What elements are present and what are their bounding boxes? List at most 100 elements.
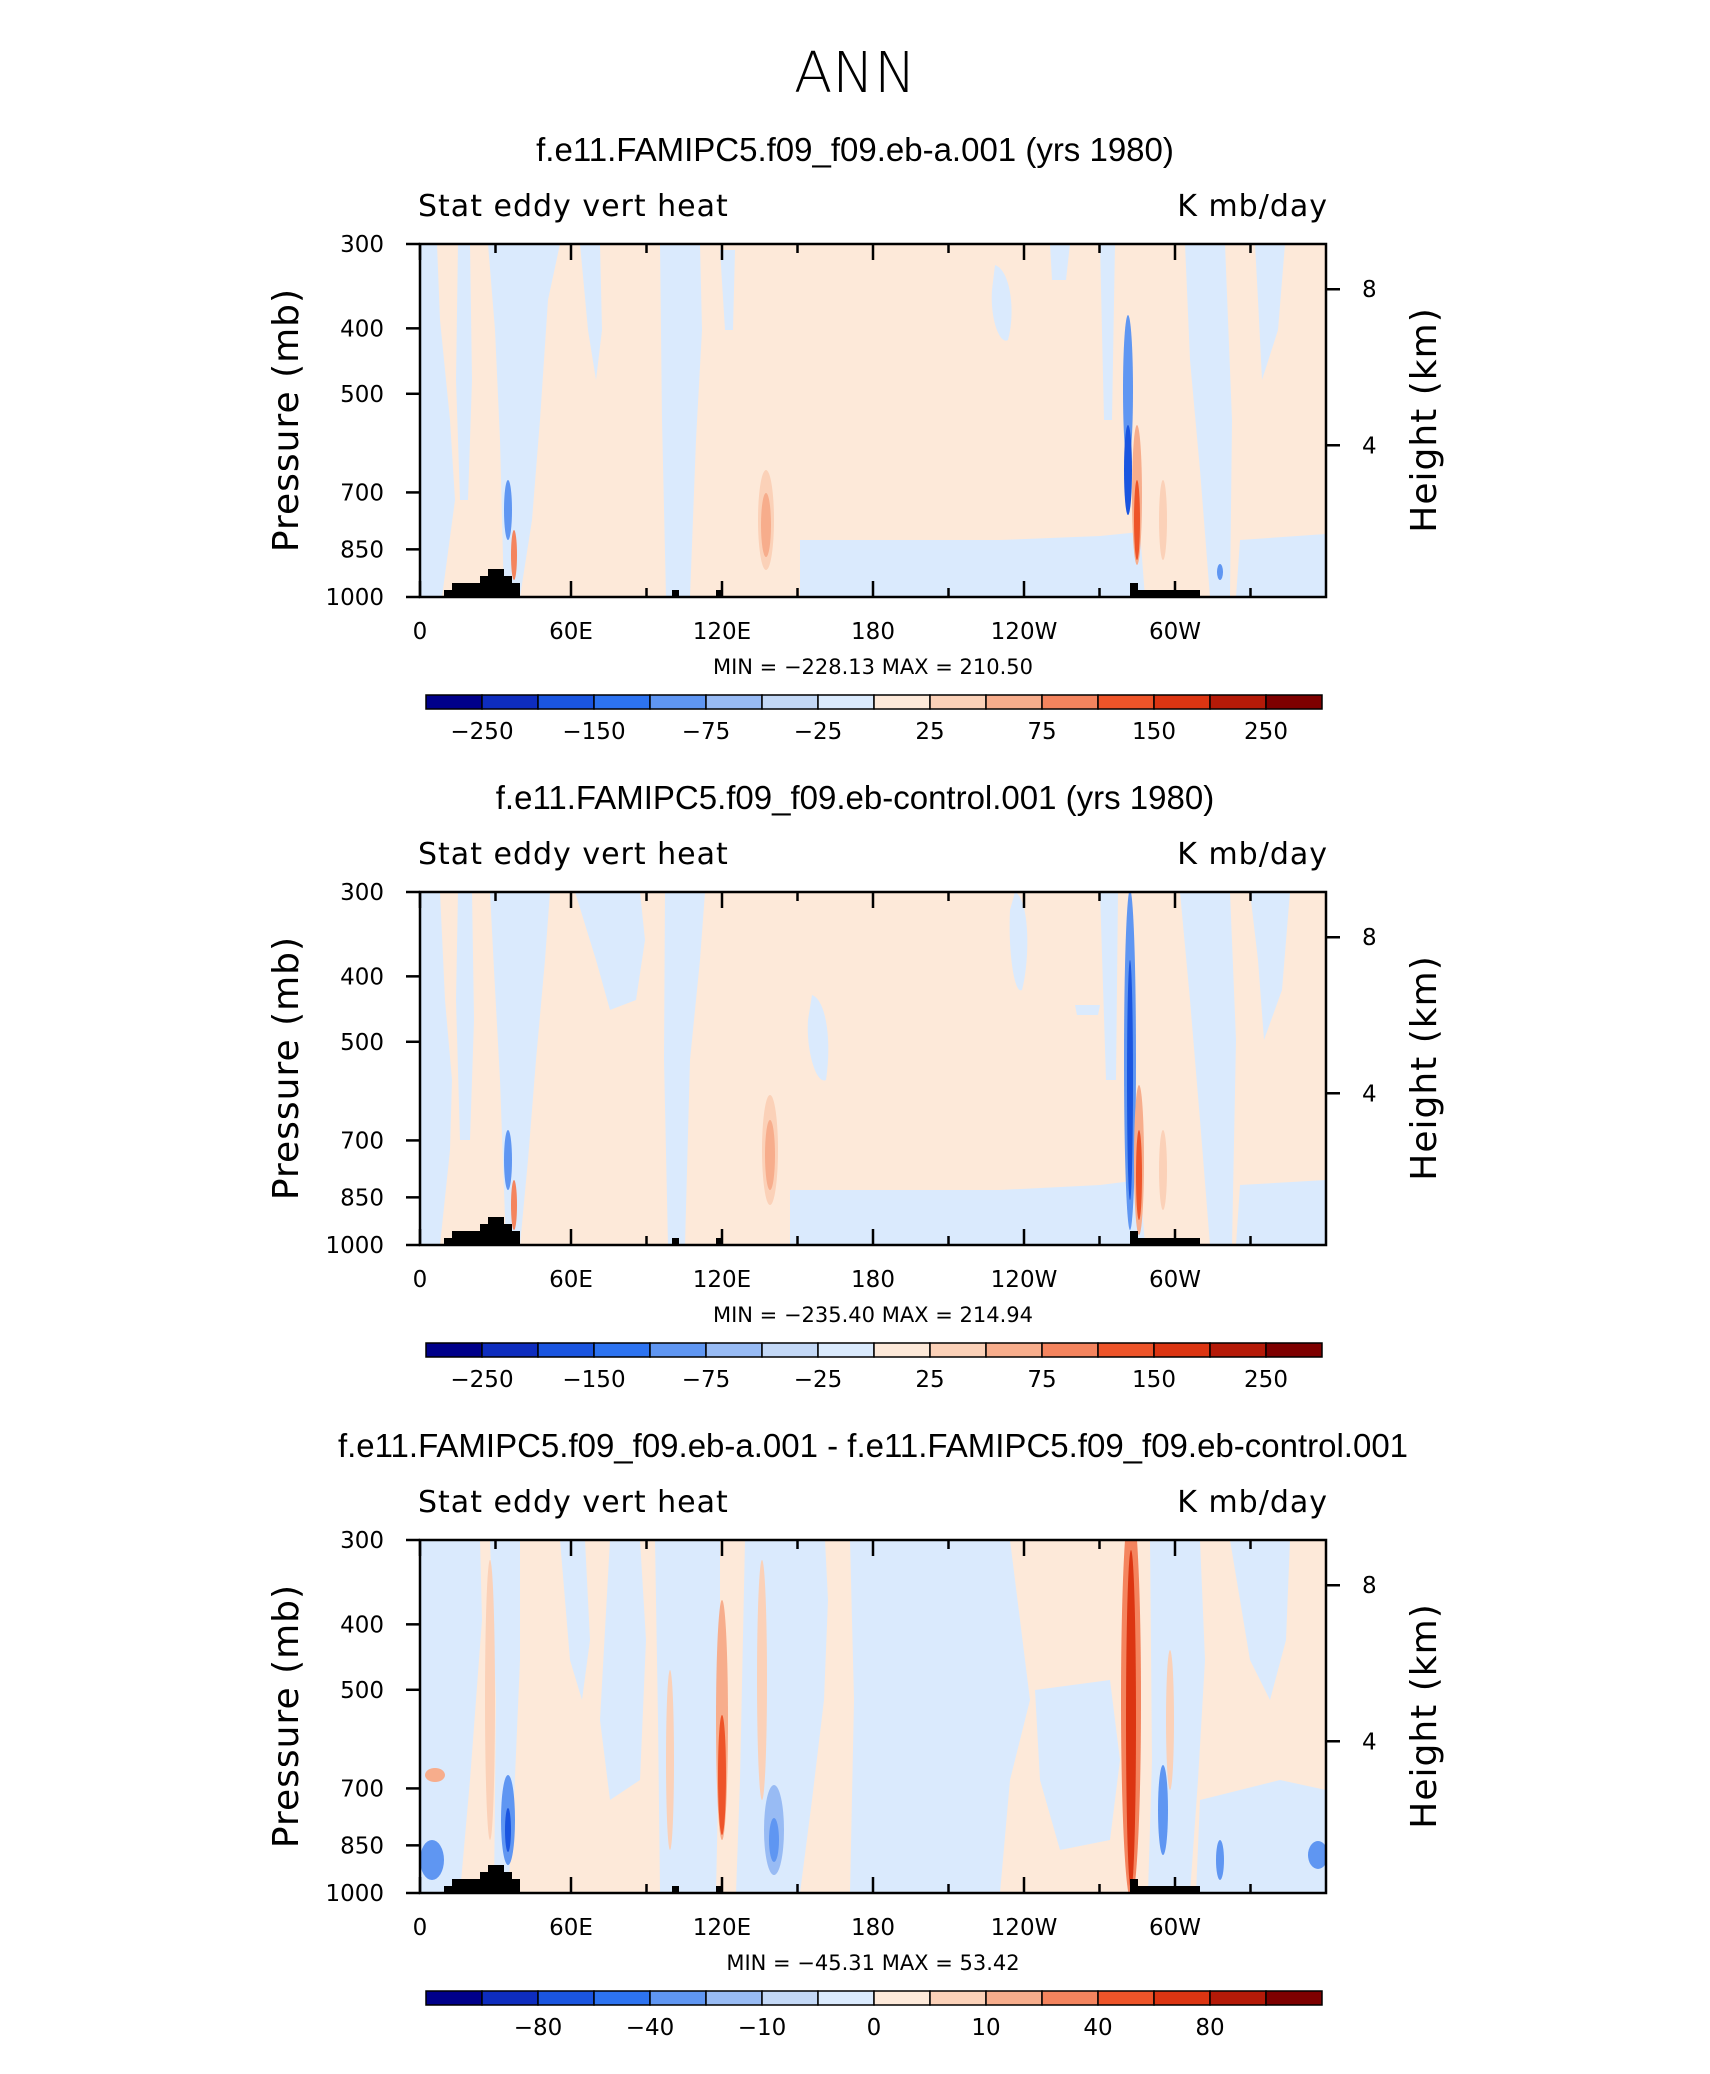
panel-2: f.e11.FAMIPC5.f09_f09.eb-control.001 (yr… <box>266 779 1445 1393</box>
panel-3-min-max: MIN = −45.31 MAX = 53.42 <box>726 1951 1019 1975</box>
panel-1-colorbar-swatch <box>481 694 539 710</box>
panel-3-y-tick-label: 400 <box>340 1612 384 1638</box>
panel-2-colorbar-swatch <box>817 1342 875 1358</box>
panel-1-colorbar-label: 250 <box>1244 719 1288 745</box>
panel-2-colorbar-swatch <box>1097 1342 1155 1358</box>
panel-3-colorbar-swatch <box>761 1990 819 2006</box>
panel-3-y-tick-label: 700 <box>340 1776 384 1802</box>
panel-2-positive-core <box>511 1180 517 1230</box>
panel-3-positive-core <box>425 1768 445 1782</box>
panel-2-contour-field <box>420 892 1326 1245</box>
panel-2-x-axis: 0 60E 120E 180 120W 60W <box>413 892 1252 1293</box>
panel-1-x-tick-label: 60E <box>549 619 593 645</box>
panel-1-colorbar-label: 150 <box>1132 719 1176 745</box>
panel-3-negative-region <box>655 1540 720 1893</box>
panel-3-negative-region <box>850 1540 1030 1893</box>
panel-3-topography <box>444 1865 1200 1893</box>
panel-3-positive-core <box>1166 1650 1174 1790</box>
panel-3-negative-region <box>560 1540 590 1700</box>
panel-2-colorbar-swatch <box>705 1342 763 1358</box>
panel-1-y2-tick-label: 4 <box>1362 433 1377 459</box>
panel-3-colorbar-label: 0 <box>867 2015 882 2041</box>
panel-2-x-tick-label: 0 <box>413 1267 428 1293</box>
panel-1-x-tick-label: 0 <box>413 619 428 645</box>
panel-2-negative-region <box>1180 892 1236 1245</box>
panel-1-y2-axis: 84 <box>1326 277 1377 459</box>
panel-2-colorbar-swatch <box>873 1342 931 1358</box>
panel-2-colorbar-label: 150 <box>1132 1367 1176 1393</box>
panel-1-negative-core <box>1123 315 1133 465</box>
panel-2-colorbar-swatch <box>537 1342 595 1358</box>
panel-3-colorbar-label: 40 <box>1083 2015 1112 2041</box>
panel-1-colorbar-swatch <box>873 694 931 710</box>
panel-1-negative-core <box>1217 564 1223 580</box>
panel-2-colorbar-swatch <box>985 1342 1043 1358</box>
panel-1-x-axis: 0 60E 120E 180 120W 60W <box>413 244 1252 645</box>
panel-3-negative-core <box>1158 1765 1168 1855</box>
panel-2-y-tick-label: 400 <box>340 964 384 990</box>
panel-2-colorbar-swatch <box>761 1342 819 1358</box>
panel-3-negative-core <box>1216 1840 1224 1880</box>
panel-3: f.e11.FAMIPC5.f09_f09.eb-a.001 - f.e11.F… <box>266 1427 1445 2041</box>
panel-1-colorbar: −250 −150 −75 −25 25 75 150 250 <box>425 694 1323 745</box>
panel-1-positive-core <box>761 493 771 557</box>
panel-2-colorbar: −250 −150 −75 −25 25 75 150 250 <box>425 1342 1323 1393</box>
panel-3-y-tick-label: 850 <box>340 1833 384 1859</box>
panel-2-colorbar-swatch <box>481 1342 539 1358</box>
panel-2-y-tick-label: 300 <box>340 880 384 906</box>
panel-2-colorbar-swatch <box>425 1342 483 1358</box>
panel-3-x-tick-label: 60E <box>549 1915 593 1941</box>
panel-3-units-label: K mb/day <box>1177 1485 1328 1520</box>
figure-title: ANN <box>794 41 916 106</box>
panel-1-colorbar-swatch <box>985 694 1043 710</box>
panel-1-negative-region <box>1050 244 1070 280</box>
panel-3-x-axis: 0 60E 120E 180 120W 60W <box>413 1540 1252 1941</box>
panel-1-x-tick-label: 120W <box>991 619 1058 645</box>
panel-2-negative-region <box>790 1180 1145 1245</box>
panel-3-colorbar-swatch <box>481 1990 539 2006</box>
panel-1: f.e11.FAMIPC5.f09_f09.eb-a.001 (yrs 1980… <box>266 131 1445 745</box>
panel-2-positive-core <box>1159 1130 1167 1210</box>
panel-3-negative-core <box>769 1818 779 1862</box>
panel-1-variable-label: Stat eddy vert heat <box>418 189 729 224</box>
panel-1-negative-core <box>504 480 512 540</box>
panel-2-colorbar-label: 25 <box>915 1367 944 1393</box>
panel-1-colorbar-swatch <box>761 694 819 710</box>
panel-2-colorbar-label: 250 <box>1244 1367 1288 1393</box>
panel-3-colorbar-swatch <box>593 1990 651 2006</box>
panel-2-negative-region <box>1100 892 1118 1080</box>
panel-3-negative-core <box>1308 1841 1326 1869</box>
panel-2-positive-core <box>1136 1130 1142 1220</box>
panel-3-x-tick-label: 0 <box>413 1915 428 1941</box>
panel-1-negative-region <box>420 244 455 597</box>
panel-1-negative-region <box>991 265 1012 341</box>
panel-2-background-shading <box>420 892 1326 1245</box>
panel-2-x-tick-label: 60W <box>1149 1267 1201 1293</box>
panel-2-title: f.e11.FAMIPC5.f09_f09.eb-control.001 (yr… <box>496 779 1214 816</box>
panel-3-y-axis-title: Pressure (mb) <box>266 1584 307 1848</box>
panel-1-colorbar-swatch <box>1041 694 1099 710</box>
panel-3-x-tick-label: 120W <box>991 1915 1058 1941</box>
panel-1-colorbar-swatch <box>593 694 651 710</box>
panel-1-background-shading <box>420 244 1326 597</box>
panel-2-colorbar-swatch <box>1209 1342 1267 1358</box>
panel-2-units-label: K mb/day <box>1177 837 1328 872</box>
panel-1-colorbar-swatch <box>649 694 707 710</box>
panel-2-topography <box>444 1217 1200 1245</box>
panel-1-negative-region <box>1236 534 1326 597</box>
panel-1-negative-region <box>1255 244 1285 380</box>
panel-3-colorbar-label: 10 <box>971 2015 1000 2041</box>
panel-1-x-tick-label: 120E <box>693 619 751 645</box>
panel-3-x-tick-label: 60W <box>1149 1915 1201 1941</box>
panel-1-y-tick-label: 500 <box>340 382 384 408</box>
panel-1-y-tick-label: 400 <box>340 316 384 342</box>
panel-1-y2-tick-label: 8 <box>1362 277 1377 303</box>
panel-3-colorbar-swatch <box>1097 1990 1155 2006</box>
panel-1-title: f.e11.FAMIPC5.f09_f09.eb-a.001 (yrs 1980… <box>536 131 1174 168</box>
panel-3-positive-core <box>1126 1550 1136 1890</box>
panel-2-y-tick-label: 1000 <box>325 1233 384 1259</box>
panel-3-contour-field <box>420 1540 1326 1893</box>
panel-2-colorbar-label: −25 <box>794 1367 843 1393</box>
panel-2-negative-region <box>807 995 829 1081</box>
